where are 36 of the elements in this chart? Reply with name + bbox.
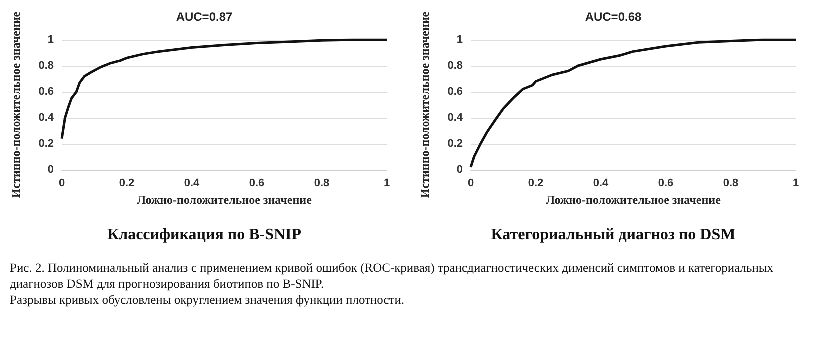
y-tick-label: 0.2 xyxy=(448,138,463,150)
x-tick-label: 0 xyxy=(468,178,474,190)
chart-title: AUC=0.87 xyxy=(176,10,233,24)
y-tick-label: 0.8 xyxy=(448,60,463,72)
y-tick-label: 0.6 xyxy=(448,86,463,98)
y-tick-label: 0.2 xyxy=(38,138,54,150)
x-tick-label: 1 xyxy=(384,178,390,190)
x-tick-label: 0.8 xyxy=(723,178,739,190)
y-axis-title: Истинно-положительное значение xyxy=(9,11,23,198)
x-axis-title: Ложно-положительное значение xyxy=(546,193,722,207)
y-tick-label: 1 xyxy=(48,34,54,46)
text: Классификация по B-SNIP xyxy=(107,226,302,244)
text: Разрывы кривых обусловлены округлением значения функции плотности. xyxy=(10,292,406,308)
y-tick-label: 0.8 xyxy=(38,60,54,72)
x-tick-label: 0.4 xyxy=(184,178,201,190)
line-series xyxy=(470,38,798,169)
chart-title: AUC=0.68 xyxy=(585,10,642,24)
x-tick-label: 0.2 xyxy=(119,178,135,190)
x-tick-label: 0.6 xyxy=(249,178,265,190)
line-series xyxy=(60,38,388,140)
x-tick-label: 1 xyxy=(792,178,800,190)
y-tick-label: 0.4 xyxy=(448,112,464,124)
y-tick-label: 1 xyxy=(456,34,463,46)
text: Категориальный диагноз по DSM xyxy=(491,226,736,244)
y-tick-label: 0 xyxy=(48,164,54,176)
y-tick-label: 0 xyxy=(456,164,463,176)
text: Рис. 2. Полиноминальный анализ с применением кривой ошибок (ROC-кривая) трансдиагностических дименсий симптомов и категориальных диагнозов DSM для прогнозирования биотипов по B-SNIP. xyxy=(10,260,775,292)
x-tick-label: 0.2 xyxy=(528,178,544,190)
x-tick-label: 0 xyxy=(58,178,66,190)
x-axis-title: Ложно-положительное значение xyxy=(137,193,313,207)
x-tick-label: 0.6 xyxy=(658,178,674,190)
y-tick-label: 0.4 xyxy=(38,112,55,124)
y-axis-title: Истинно-положительное значение xyxy=(418,11,432,198)
y-tick-label: 0.6 xyxy=(38,86,54,98)
x-tick-label: 0.8 xyxy=(314,178,330,190)
x-tick-label: 0.4 xyxy=(593,178,610,190)
